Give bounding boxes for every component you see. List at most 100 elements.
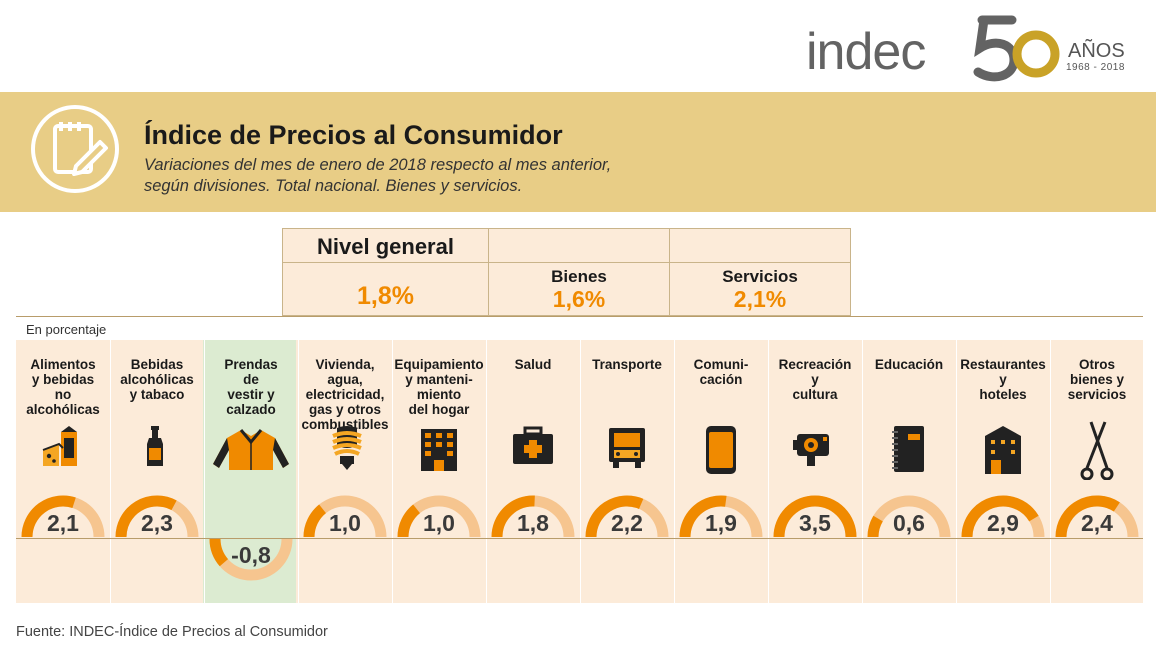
division-label-line: Prendas <box>224 357 278 372</box>
division-label-line: Recreación <box>778 357 852 372</box>
division-label: Educación <box>862 357 956 372</box>
first-aid-kit-icon <box>513 426 553 464</box>
column-separator <box>392 340 393 603</box>
subtitle-line-2: según divisiones. Total nacional. Bienes… <box>144 177 523 195</box>
logo-wordmark: indec <box>806 23 926 81</box>
division-label-line: Equipamiento <box>394 357 484 372</box>
source-note: Fuente: INDEC-Índice de Precios al Consu… <box>16 624 328 640</box>
notebook-icon <box>892 426 924 472</box>
unit-label: En porcentaje <box>26 322 107 337</box>
jacket-icon <box>213 429 289 470</box>
logo-50-emblem <box>973 15 1060 82</box>
division-label: Bebidas alcohólicas y tabaco <box>110 357 204 402</box>
column-separator <box>204 340 205 603</box>
division-label: Vivienda, agua, electricidad, gas y otros co… <box>298 357 392 432</box>
division-label: Recreación y cultura <box>768 357 862 402</box>
hotel-icon <box>985 426 1021 474</box>
gauge-value-label: 1,9 <box>705 510 737 536</box>
general-value: 1,8% <box>357 282 414 310</box>
scissors-icon <box>1080 421 1114 480</box>
division-label-line: combustibles <box>301 417 389 432</box>
column-separator <box>862 340 863 603</box>
division-label-line: Salud <box>514 357 552 372</box>
division-label: Salud <box>486 357 580 372</box>
truck-icon <box>609 428 645 468</box>
division-label-line: hoteles <box>979 387 1027 402</box>
gauge-value-label: 2,1 <box>47 510 79 536</box>
servicios-top-cell <box>669 228 851 263</box>
division-label-line: bienes y <box>1069 372 1125 387</box>
gauge-mark <box>209 538 293 581</box>
division-label-line: y <box>999 372 1007 387</box>
bienes-label: Bienes <box>551 267 607 286</box>
header-band: Índice de Precios al Consumidor Variacio… <box>0 92 1156 212</box>
division-label: Transporte <box>580 357 674 372</box>
gauge-value-label: 3,5 <box>799 510 831 536</box>
column-separator <box>956 340 957 603</box>
column-separator <box>580 340 581 603</box>
servicios-cell <box>669 262 851 316</box>
gauge-mark <box>961 495 1045 538</box>
division-label-line: Bebidas <box>130 357 184 372</box>
column-separator <box>110 340 111 603</box>
division-label-line: de <box>243 372 259 387</box>
division-label-line: cultura <box>792 387 838 402</box>
division-label-line: Otros <box>1078 357 1115 372</box>
division-label-line: miento <box>416 387 462 402</box>
division-label-line: Vivienda, <box>315 357 375 372</box>
gauge-value-label: 0,6 <box>893 510 925 536</box>
gauge-mark <box>1055 495 1139 538</box>
general-header-cell <box>282 228 489 263</box>
bienes-value: 1,6% <box>552 286 606 312</box>
subtitle-line-1: Variaciones del mes de enero de 2018 res… <box>144 156 612 174</box>
gauge-value-label: -0,8 <box>231 542 271 568</box>
division-label-line: cación <box>699 372 743 387</box>
unit-divider <box>16 316 1143 317</box>
bottle-icon <box>147 426 163 466</box>
column-separator <box>768 340 769 603</box>
building-icon <box>421 429 457 471</box>
division-label-line: no <box>54 387 72 402</box>
gauge-mark <box>491 495 575 538</box>
gauge-value-label: 2,2 <box>611 510 643 536</box>
division-label-line: alcohólicas <box>120 372 194 387</box>
gauge-value-label: 2,9 <box>987 510 1019 536</box>
division-label-line: Transporte <box>592 357 662 372</box>
division-label-line: del hogar <box>408 402 470 417</box>
division-label-line: alcohólicas <box>26 402 100 417</box>
gauge-value-label: 1,0 <box>329 510 361 536</box>
gauge-mark <box>867 495 951 538</box>
gauge-mark <box>585 495 669 538</box>
notepad-pencil-icon <box>31 105 119 193</box>
page-title: Índice de Precios al Consumidor <box>144 120 563 150</box>
camera-icon <box>793 434 829 466</box>
division-label: Otros bienes y servicios <box>1050 357 1144 402</box>
column-separator <box>298 340 299 603</box>
logo-anos: AÑOS <box>1068 40 1125 62</box>
gauge-mark <box>303 495 387 538</box>
column-separator <box>486 340 487 603</box>
division-label-line: y bebidas <box>31 372 95 387</box>
division-label-line: Alimentos <box>30 357 96 372</box>
division-label-line: Restaurantes <box>960 357 1046 372</box>
bienes-top-cell <box>488 228 670 263</box>
division-label-line: electricidad, <box>305 387 385 402</box>
division-label: Restaurantes y hoteles <box>956 357 1050 402</box>
servicios-value: 2,1% <box>733 286 787 312</box>
division-label: Equipamiento y manteni-miento del hogar <box>392 357 486 417</box>
servicios-label: Servicios <box>722 267 798 286</box>
gauge-mark <box>21 495 105 538</box>
gauge-value-label: 1,8 <box>517 510 549 536</box>
division-label: Comuni-cación <box>674 357 768 387</box>
division-label-line: Comuni- <box>693 357 749 372</box>
gauge-value-label: 2,3 <box>141 510 173 536</box>
division-label-line: Educación <box>874 357 944 372</box>
page-subtitle: Variaciones del mes de enero de 2018 res… <box>144 155 704 197</box>
milk-cheese-icon <box>42 426 77 466</box>
division-label-line: vestir y <box>227 387 275 402</box>
bienes-cell <box>488 262 670 316</box>
gauge-mark <box>115 495 199 538</box>
column-separator <box>1050 340 1051 603</box>
lightbulb-icon <box>332 426 362 470</box>
division-label-line: y <box>811 372 819 387</box>
